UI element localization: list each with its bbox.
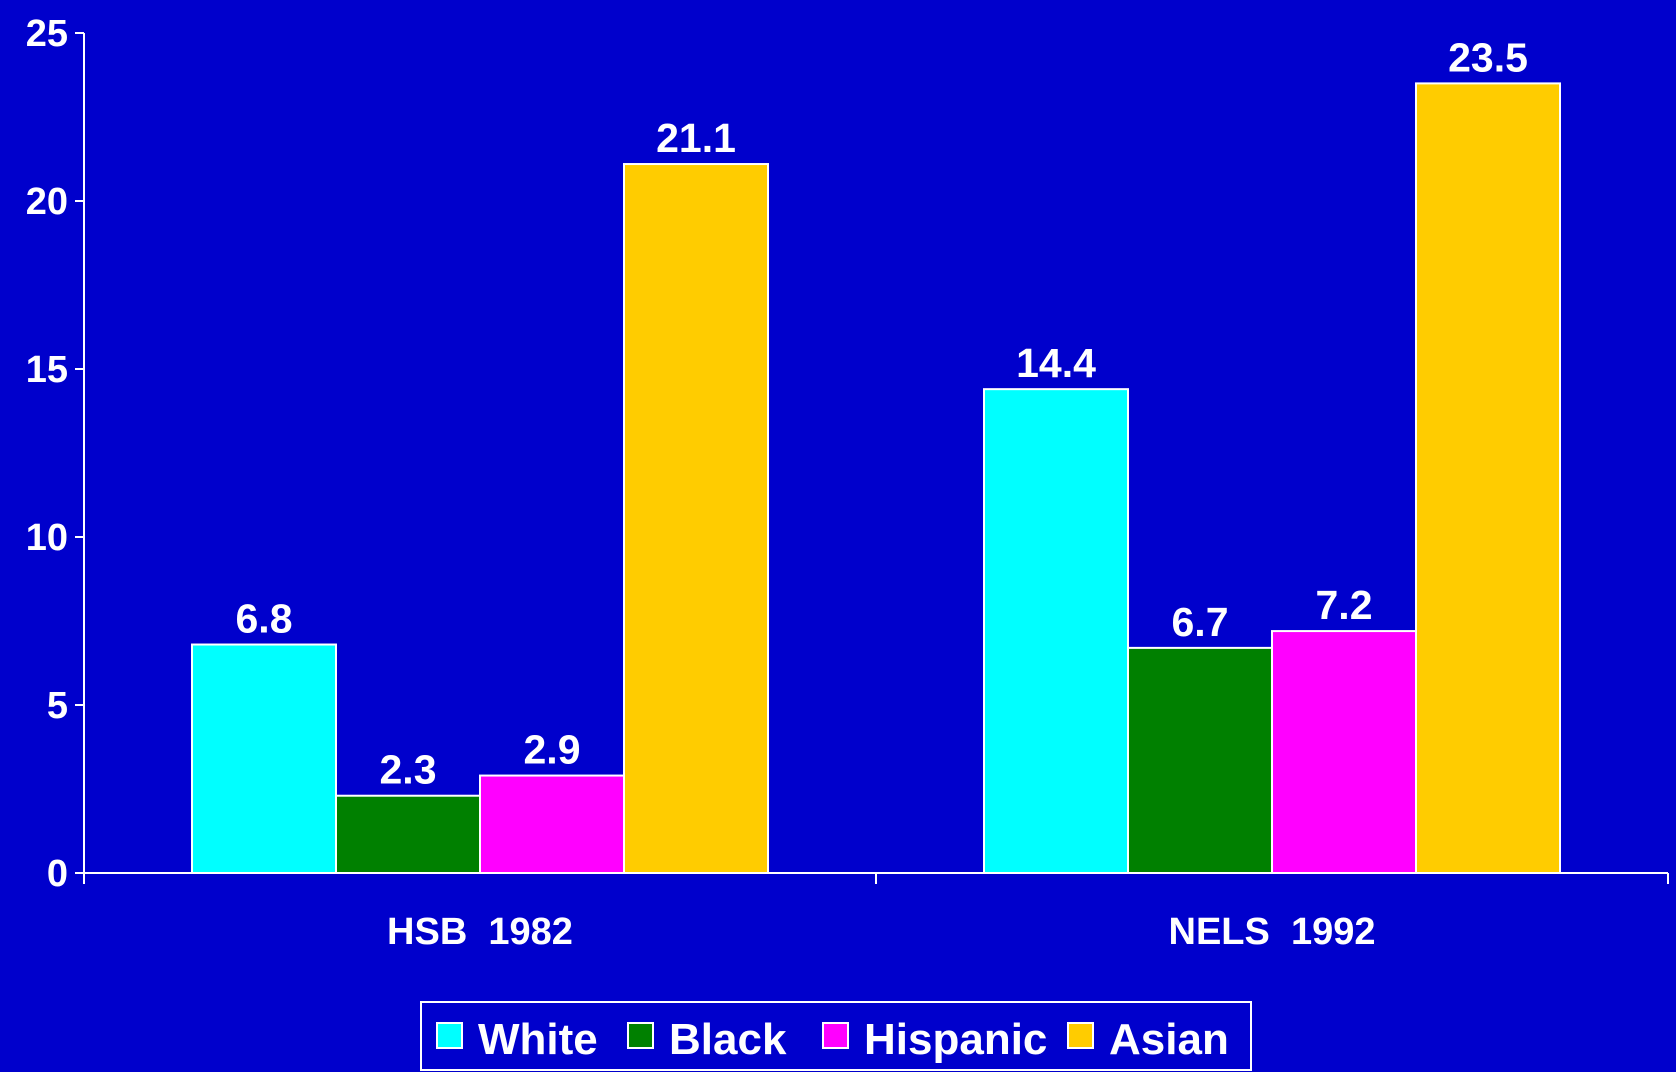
data-label-black-1: 2.3 bbox=[380, 747, 437, 793]
data-label-white-1: 6.8 bbox=[236, 596, 293, 642]
legend-swatch-black bbox=[627, 1022, 654, 1049]
x-category-label: HSB 1982 bbox=[387, 911, 573, 953]
legend: White Black Hispanic Asian bbox=[420, 1001, 1252, 1071]
bar-white-2 bbox=[983, 388, 1129, 874]
legend-swatch-asian bbox=[1067, 1022, 1094, 1049]
legend-swatch-hispanic bbox=[822, 1022, 849, 1049]
legend-frame bbox=[420, 1001, 1252, 1071]
data-label-white-2: 14.4 bbox=[1016, 340, 1096, 386]
data-label-asian-2: 23.5 bbox=[1448, 34, 1528, 80]
x-category-label: NELS 1992 bbox=[1169, 911, 1376, 953]
data-label-black-2: 6.7 bbox=[1172, 599, 1229, 645]
y-tick-label: 15 bbox=[26, 349, 68, 391]
y-tick-label: 25 bbox=[26, 13, 68, 55]
y-ticks-layer: 0 5 10 15 20 25 bbox=[26, 13, 84, 895]
data-label-hispanic-1: 2.9 bbox=[524, 727, 581, 773]
y-tick-label: 20 bbox=[26, 181, 68, 223]
y-tick-label: 5 bbox=[47, 685, 68, 727]
bar-asian-1 bbox=[623, 163, 769, 875]
bar-asian-2 bbox=[1415, 82, 1561, 874]
bars-layer bbox=[191, 82, 1561, 875]
data-label-asian-1: 21.1 bbox=[656, 115, 736, 161]
bar-hispanic-2 bbox=[1271, 630, 1417, 875]
x-ticks-layer: HSB 1982 NELS 1992 bbox=[83, 873, 1669, 953]
legend-label-black: Black bbox=[669, 1015, 787, 1064]
legend-label-asian: Asian bbox=[1109, 1015, 1229, 1064]
bar-black-1 bbox=[335, 794, 481, 874]
legend-label-hispanic: Hispanic bbox=[864, 1015, 1047, 1064]
data-labels-layer: 6.8 2.3 2.9 21.1 14.4 6.7 7.2 23.5 bbox=[236, 34, 1528, 792]
y-tick-label: 10 bbox=[26, 517, 68, 559]
legend-swatch-white bbox=[436, 1022, 463, 1049]
bar-black-2 bbox=[1127, 646, 1273, 874]
y-tick-label: 0 bbox=[47, 853, 68, 895]
legend-label-white: White bbox=[478, 1015, 598, 1064]
bar-hispanic-1 bbox=[479, 774, 625, 874]
data-label-hispanic-2: 7.2 bbox=[1316, 582, 1373, 628]
bar-white-1 bbox=[191, 643, 337, 875]
